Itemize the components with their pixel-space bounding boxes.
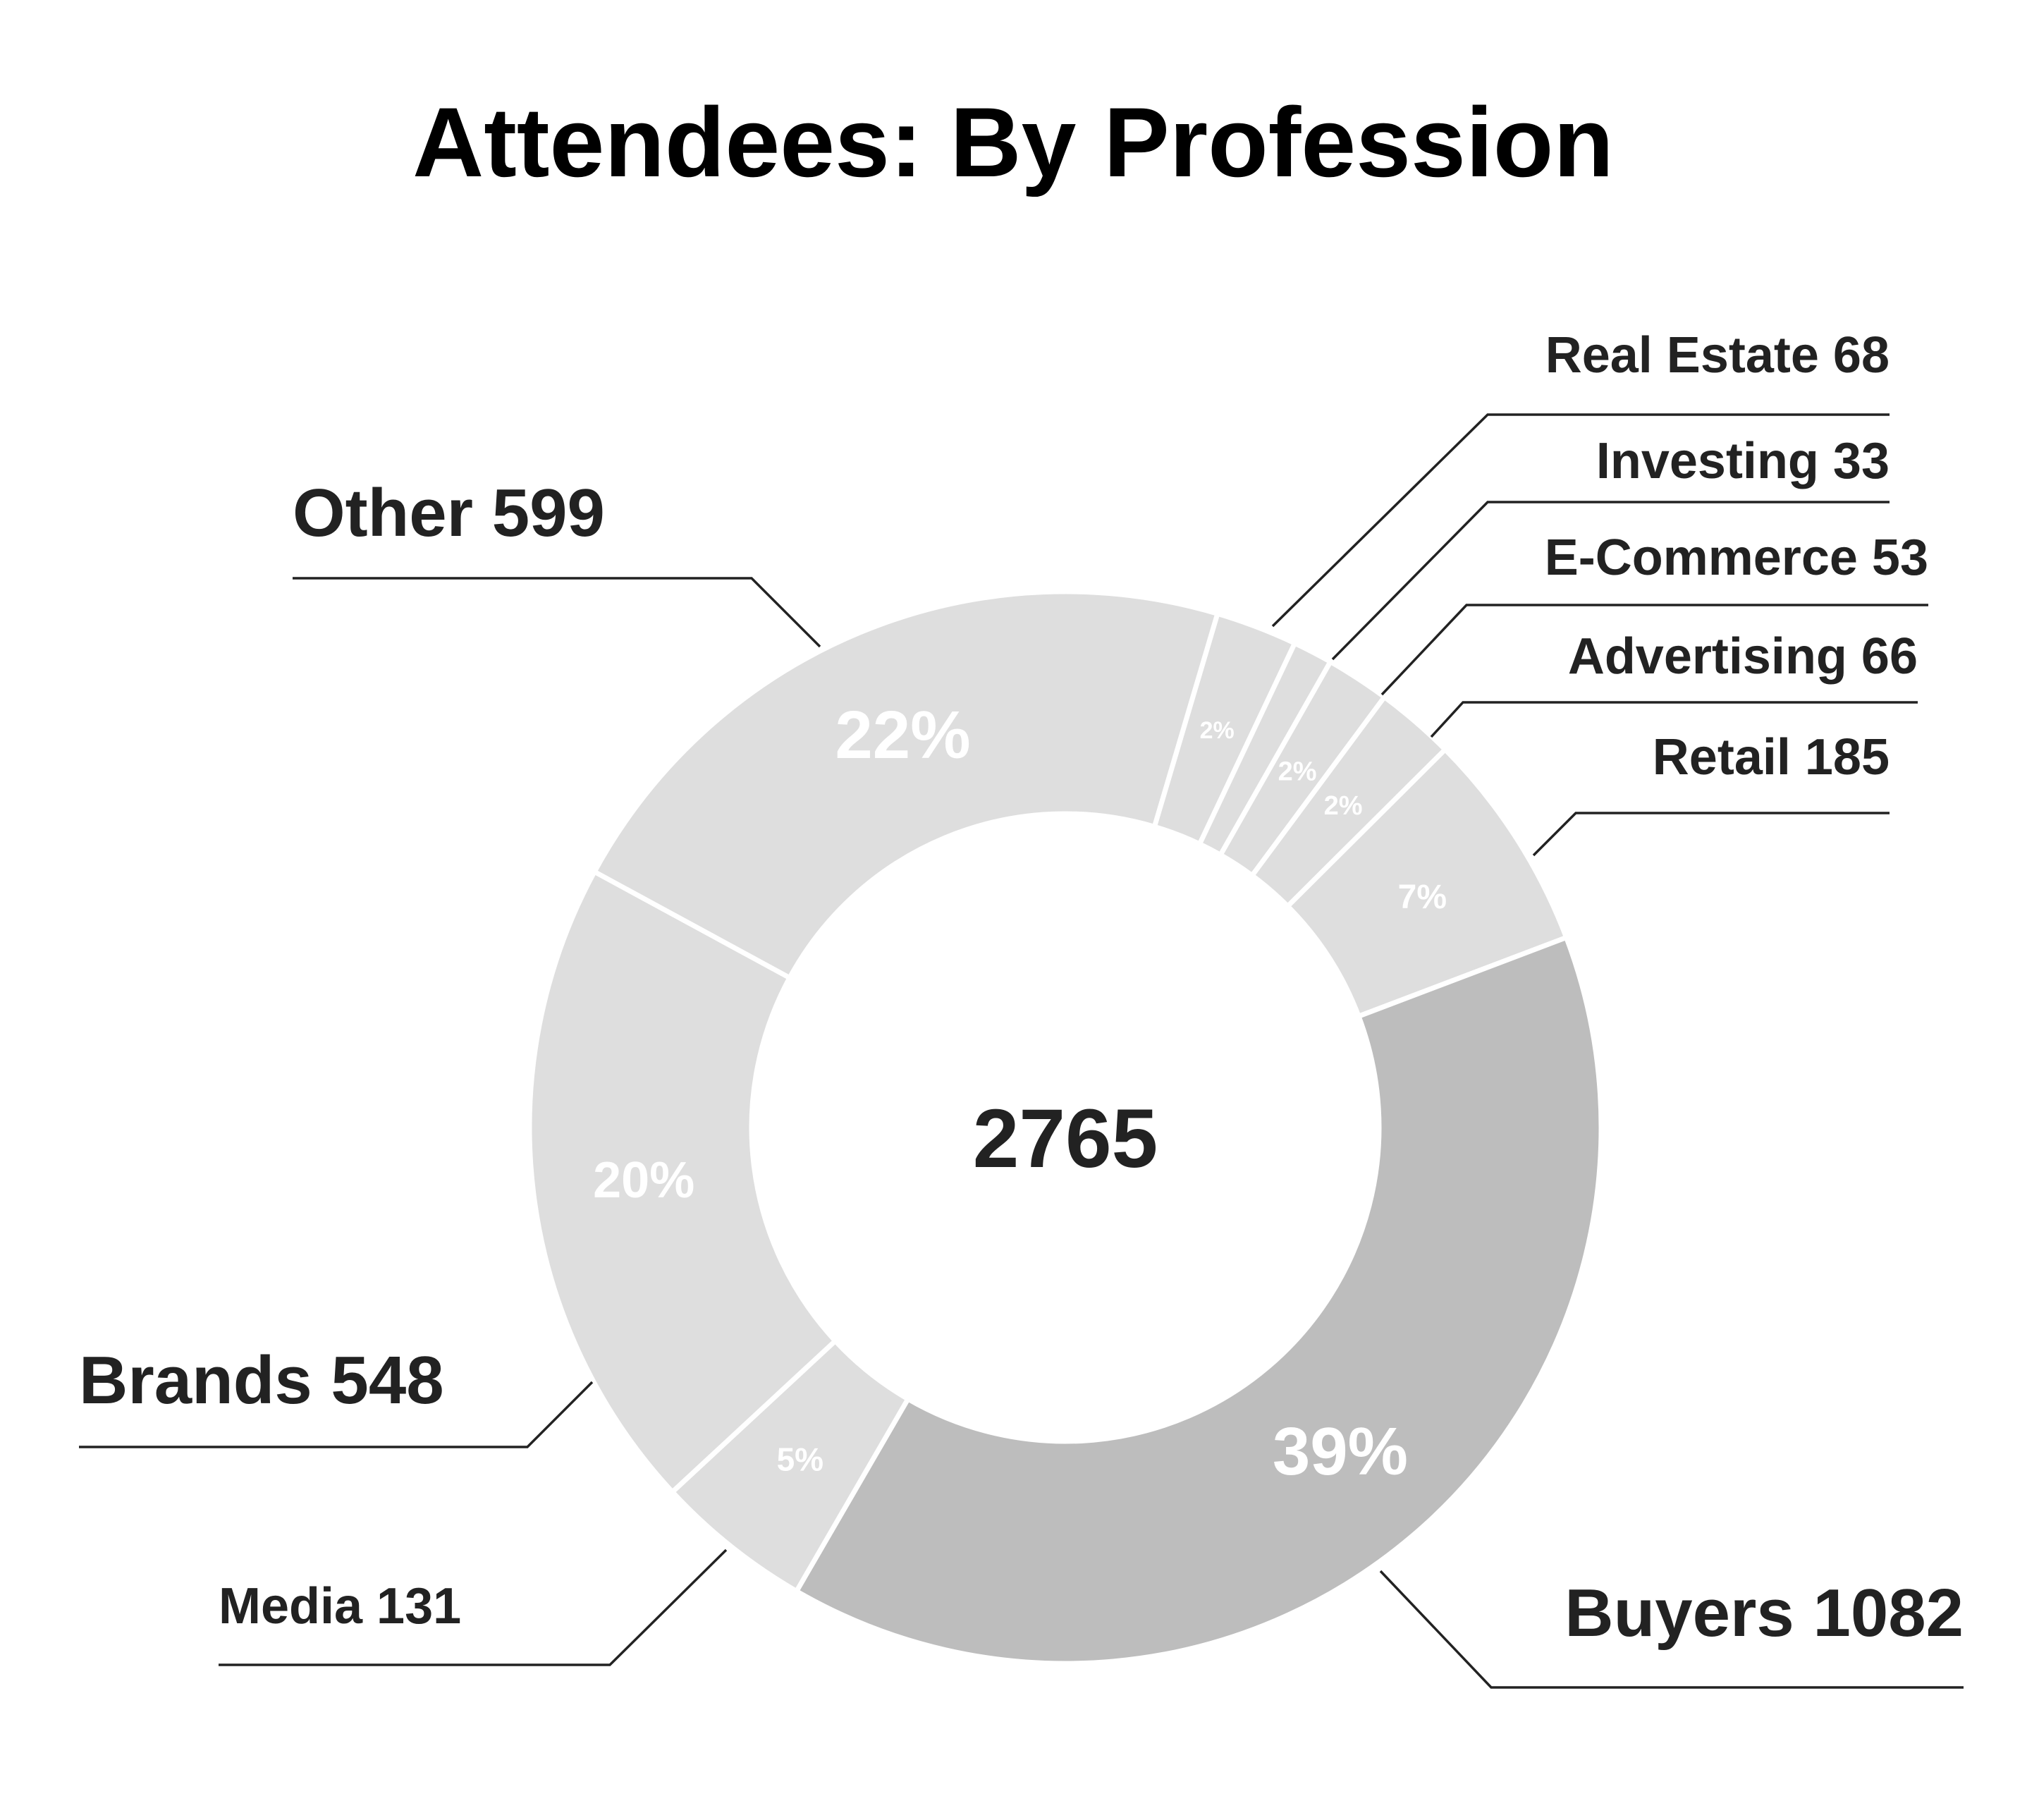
leader-line [1379,1570,1964,1689]
total-label: 2765 [973,1092,1158,1185]
percent-labels: 2%2%2%7%39%5%20%22% [593,697,1447,1489]
segment-label: Real Estate 68 [1545,327,1890,384]
leader-line [1532,812,1890,857]
segment-labels: Real Estate 68 Investing 33 E-Commerce 53 A… [79,327,1964,1651]
leader-line [79,1381,594,1448]
segment-brands [527,868,839,1496]
percent-label: 22% [835,697,970,773]
leader-line [219,1549,728,1666]
percent-label: 39% [1273,1414,1408,1489]
segment-label: Other 599 [293,475,605,551]
leader-line [1430,701,1918,738]
leader-lines [79,413,1964,1689]
leader-line [293,577,821,648]
percent-label: 20% [593,1152,694,1209]
segment-other [591,589,1221,982]
leader-line [1271,413,1890,628]
segment-label: Investing 33 [1596,433,1890,489]
percent-label: 2% [1200,717,1235,744]
segment-label: E-Commerce 53 [1545,530,1928,586]
percent-label: 2% [1278,757,1317,786]
segment-label: Retail 185 [1653,729,1890,786]
percent-label: 5% [777,1441,823,1478]
segment-label: Advertising 66 [1568,628,1918,685]
percent-label: 7% [1398,879,1447,916]
segment-label: Media 131 [219,1578,461,1635]
donut-segments [527,589,1604,1666]
segment-label: Brands 548 [79,1343,444,1418]
percent-label: 2% [1324,791,1363,821]
segment-buyers [793,934,1604,1666]
leader-line [1380,604,1928,696]
leader-line [1331,501,1890,661]
segment-label: Buyers 1082 [1564,1575,1964,1651]
chart-title: Attendees: By Profession [412,87,1614,197]
